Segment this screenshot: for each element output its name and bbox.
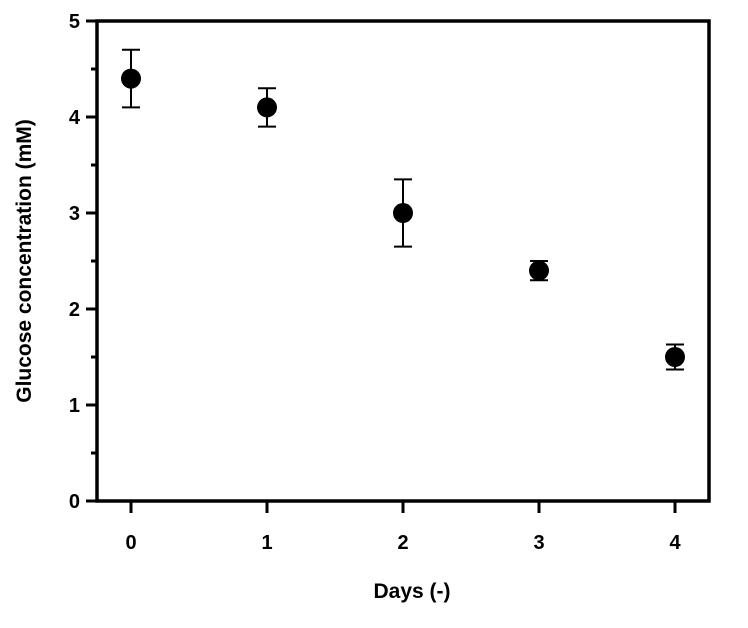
data-point [529, 260, 549, 281]
data-point [121, 68, 141, 89]
y-tick-label: 4 [69, 107, 81, 129]
x-tick-label: 4 [669, 532, 681, 554]
data-points [121, 68, 685, 367]
plot-frame [95, 19, 711, 503]
data-point [257, 97, 277, 118]
axis-ticks [86, 19, 677, 513]
data-point [393, 203, 413, 223]
data-point [665, 347, 685, 367]
x-tick-label: 3 [533, 532, 544, 554]
y-tick-label: 3 [69, 203, 80, 225]
x-tick-label: 0 [125, 532, 136, 554]
y-tick-label: 5 [69, 11, 80, 33]
x-axis-title: Days (-) [373, 580, 450, 603]
tick-labels: 0 1 2 3 4 5 0 1 2 3 4 [69, 11, 682, 554]
x-tick-label: 1 [261, 532, 272, 554]
x-tick-label: 2 [397, 532, 408, 554]
y-tick-label: 0 [69, 491, 80, 513]
y-axis-title: Glucose concentration (mM) [13, 119, 36, 403]
y-tick-label: 1 [69, 395, 80, 417]
y-tick-label: 2 [69, 299, 80, 321]
